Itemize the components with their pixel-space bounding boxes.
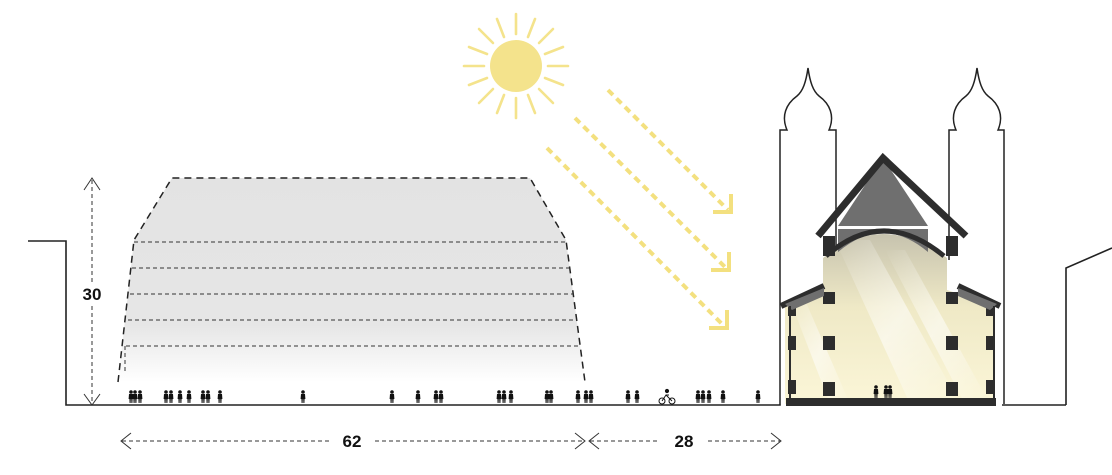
ground-line xyxy=(28,240,1112,406)
width-dimension-left-label: 62 xyxy=(343,432,362,451)
proposed-building-volume xyxy=(117,177,586,383)
church-section xyxy=(779,67,1005,406)
sunlight-arrowhead xyxy=(711,252,731,272)
sunlight-arrowhead xyxy=(709,310,729,330)
width-dimension-left xyxy=(120,432,586,450)
width-dimension-right xyxy=(588,432,782,450)
sunlight-arrow-icon xyxy=(545,88,730,328)
sunlight-arrowhead xyxy=(713,194,733,214)
cyclist-icon xyxy=(658,388,676,405)
height-dimension-label: 30 xyxy=(83,285,102,304)
width-dimension-right-label: 28 xyxy=(675,432,694,451)
sun-icon xyxy=(462,12,570,120)
pedestrian-figure-icon xyxy=(128,385,893,403)
